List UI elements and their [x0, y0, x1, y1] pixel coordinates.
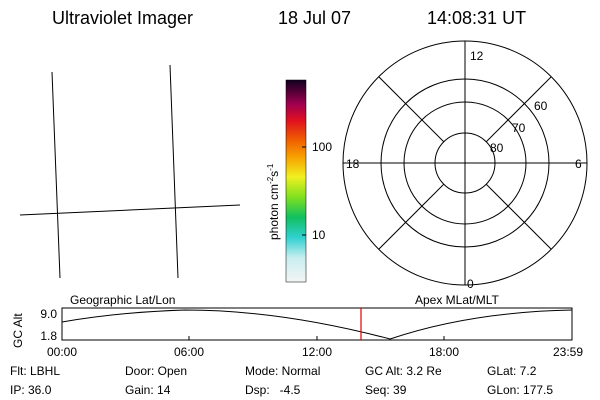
- footer-field: Mode: Normal: [245, 364, 320, 378]
- y-tick-label: 9.0: [40, 307, 57, 321]
- footer-field: IP: 36.0: [10, 383, 52, 397]
- x-tick-label: 23:59: [553, 345, 583, 359]
- colorbar-label: photon cm-2s-1: [266, 163, 281, 240]
- lat-label: 60: [534, 99, 548, 113]
- time: 14:08:31 UT: [427, 8, 526, 28]
- x-tick-label: 12:00: [302, 345, 332, 359]
- y-tick-label: 1.8: [40, 329, 57, 343]
- footer-field: GLat: 7.2: [487, 364, 537, 378]
- footer-field: GLon: 177.5: [487, 383, 553, 397]
- y-label: GC Alt: [11, 313, 25, 348]
- timeline: Geographic Lat/Lon Apex MLat/MLT GC Alt …: [11, 293, 583, 359]
- x-tick-label: 00:00: [47, 345, 77, 359]
- x-tick-label: 06:00: [174, 345, 204, 359]
- footer-field: Door: Open: [125, 364, 187, 378]
- mlt-label: 6: [575, 157, 582, 171]
- timeline-label: Geographic Lat/Lon: [70, 293, 175, 307]
- mlt-label: 18: [346, 157, 360, 171]
- mlt-label: 0: [467, 277, 474, 291]
- title: Ultraviolet Imager: [52, 8, 193, 28]
- footer-field: Seq: 39: [365, 383, 407, 397]
- colorbar-tick: 100: [312, 140, 332, 154]
- footer-field: Dsp: -4.5: [245, 383, 301, 397]
- footer-field: Flt: LBHL: [10, 364, 60, 378]
- date: 18 Jul 07: [278, 8, 351, 28]
- lat-label: 80: [490, 141, 504, 155]
- lat-label: 70: [512, 121, 526, 135]
- colorbar: 100 10 photon cm-2s-1: [266, 79, 332, 283]
- image-panel: [19, 64, 241, 279]
- footer: Flt: LBHL Door: Open Mode: Normal GC Alt: 3…: [10, 364, 553, 397]
- timeline-label: Apex MLat/MLT: [415, 293, 499, 307]
- footer-field: Gain: 14: [125, 383, 171, 397]
- polar-grid: 12 18 6 0 60 70 80: [342, 40, 588, 291]
- footer-field: GC Alt: 3.2 Re: [365, 364, 442, 378]
- colorbar-tick: 10: [312, 228, 326, 242]
- mlt-label: 12: [470, 49, 484, 63]
- x-tick-label: 18:00: [429, 345, 459, 359]
